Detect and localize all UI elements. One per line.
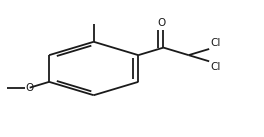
Text: Cl: Cl	[210, 38, 221, 48]
Text: O: O	[157, 18, 165, 28]
Text: Cl: Cl	[210, 62, 221, 72]
Text: O: O	[26, 83, 34, 93]
